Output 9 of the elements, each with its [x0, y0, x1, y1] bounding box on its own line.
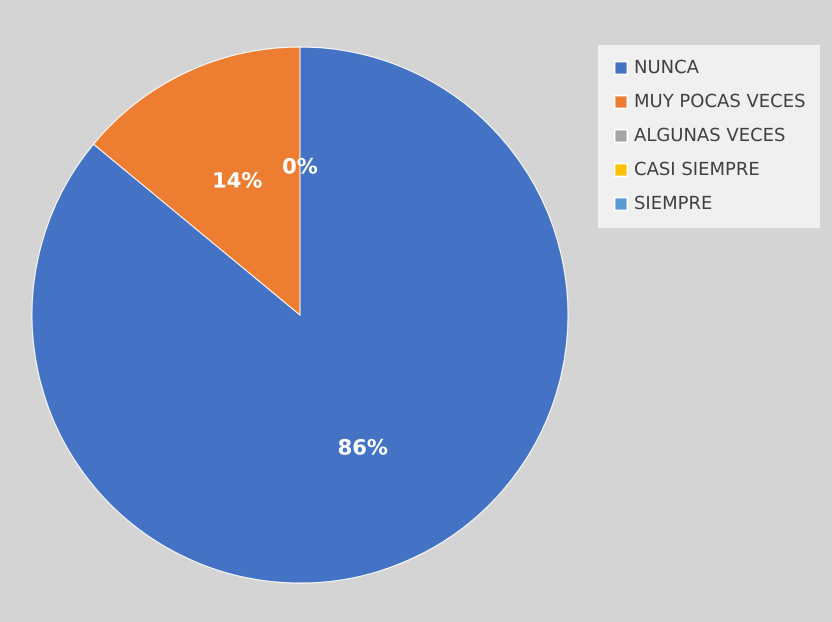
text: 0%: [282, 154, 318, 179]
legend-label: CASI SIEMPRE: [634, 159, 760, 180]
legend-label: SIEMPRE: [634, 193, 712, 214]
legend-label: NUNCA: [634, 57, 700, 78]
legend-label: MUY POCAS VECES: [634, 91, 806, 112]
data-label: 14%: [212, 168, 262, 193]
pie-slice: [32, 46, 568, 584]
legend-label: ALGUNAS VECES: [634, 125, 786, 146]
data-label: 86%: [338, 435, 388, 460]
